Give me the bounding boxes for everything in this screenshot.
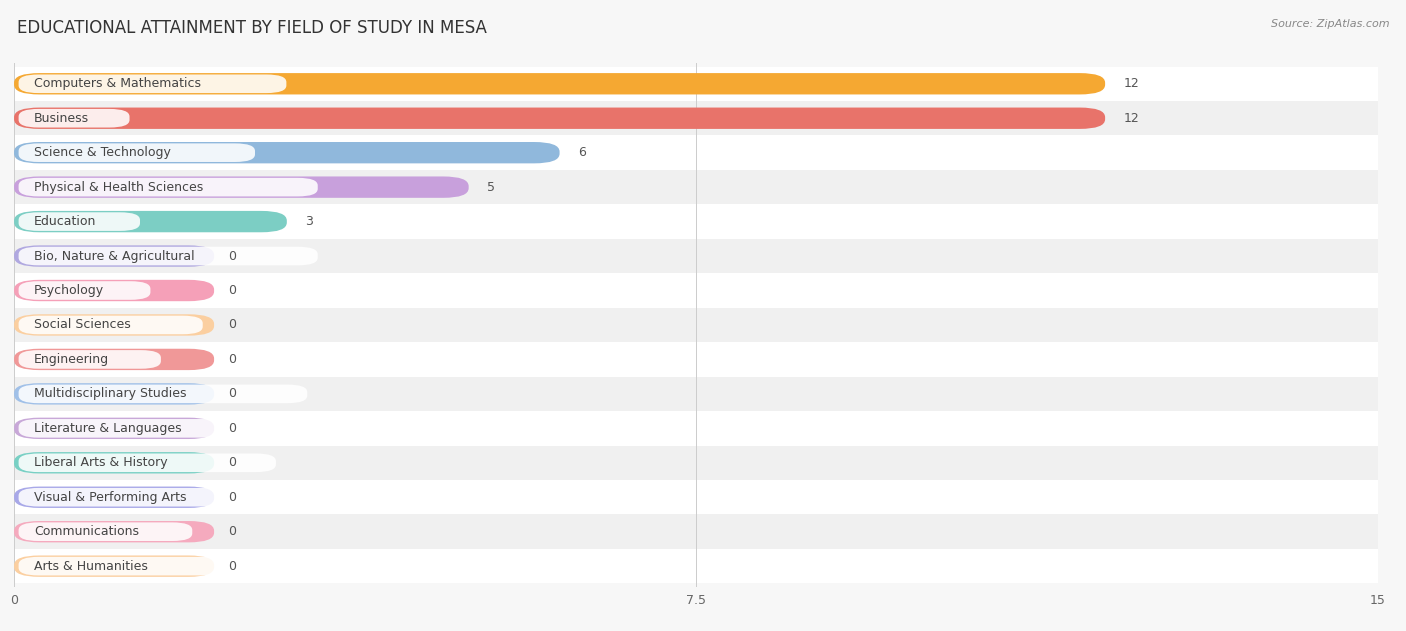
Text: Visual & Performing Arts: Visual & Performing Arts [34, 491, 187, 504]
Text: Computers & Mathematics: Computers & Mathematics [34, 77, 201, 90]
FancyBboxPatch shape [14, 555, 214, 577]
FancyBboxPatch shape [14, 452, 214, 473]
FancyBboxPatch shape [14, 418, 214, 439]
FancyBboxPatch shape [18, 247, 318, 266]
Text: 0: 0 [228, 353, 236, 366]
Text: 0: 0 [228, 387, 236, 401]
Text: 0: 0 [228, 319, 236, 331]
FancyBboxPatch shape [18, 281, 150, 300]
FancyBboxPatch shape [14, 521, 214, 543]
Text: 6: 6 [578, 146, 586, 159]
Text: 0: 0 [228, 284, 236, 297]
Text: EDUCATIONAL ATTAINMENT BY FIELD OF STUDY IN MESA: EDUCATIONAL ATTAINMENT BY FIELD OF STUDY… [17, 19, 486, 37]
Bar [14, 445, 1378, 480]
Bar [14, 273, 1378, 308]
Text: 0: 0 [228, 491, 236, 504]
Text: 12: 12 [1123, 112, 1139, 125]
Bar [14, 377, 1378, 411]
FancyBboxPatch shape [14, 487, 214, 508]
Bar [14, 480, 1378, 514]
Text: Engineering: Engineering [34, 353, 110, 366]
Bar [14, 239, 1378, 273]
Text: 5: 5 [486, 180, 495, 194]
Text: Psychology: Psychology [34, 284, 104, 297]
FancyBboxPatch shape [14, 383, 214, 404]
Bar [14, 66, 1378, 101]
Text: Physical & Health Sciences: Physical & Health Sciences [34, 180, 204, 194]
Text: 0: 0 [228, 560, 236, 573]
Bar [14, 411, 1378, 445]
FancyBboxPatch shape [18, 419, 276, 438]
FancyBboxPatch shape [14, 211, 287, 232]
FancyBboxPatch shape [18, 178, 318, 196]
FancyBboxPatch shape [18, 384, 308, 403]
FancyBboxPatch shape [14, 349, 214, 370]
Bar [14, 170, 1378, 204]
Text: 0: 0 [228, 249, 236, 262]
Bar [14, 136, 1378, 170]
FancyBboxPatch shape [18, 350, 160, 369]
FancyBboxPatch shape [18, 522, 193, 541]
Text: 0: 0 [228, 456, 236, 469]
Text: Social Sciences: Social Sciences [34, 319, 131, 331]
Text: Arts & Humanities: Arts & Humanities [34, 560, 148, 573]
FancyBboxPatch shape [18, 557, 224, 575]
FancyBboxPatch shape [18, 316, 202, 334]
Text: 0: 0 [228, 525, 236, 538]
FancyBboxPatch shape [18, 454, 276, 472]
FancyBboxPatch shape [14, 142, 560, 163]
FancyBboxPatch shape [14, 107, 1105, 129]
FancyBboxPatch shape [14, 245, 214, 267]
FancyBboxPatch shape [18, 488, 297, 507]
Bar [14, 204, 1378, 239]
Bar [14, 342, 1378, 377]
Text: Multidisciplinary Studies: Multidisciplinary Studies [34, 387, 187, 401]
Text: Liberal Arts & History: Liberal Arts & History [34, 456, 167, 469]
Text: 12: 12 [1123, 77, 1139, 90]
Text: Bio, Nature & Agricultural: Bio, Nature & Agricultural [34, 249, 194, 262]
Text: Communications: Communications [34, 525, 139, 538]
FancyBboxPatch shape [18, 143, 254, 162]
Text: Business: Business [34, 112, 89, 125]
Text: 3: 3 [305, 215, 314, 228]
Text: Source: ZipAtlas.com: Source: ZipAtlas.com [1271, 19, 1389, 29]
FancyBboxPatch shape [18, 109, 129, 127]
Bar [14, 101, 1378, 136]
Bar [14, 308, 1378, 342]
FancyBboxPatch shape [14, 280, 214, 301]
FancyBboxPatch shape [14, 314, 214, 336]
Bar [14, 549, 1378, 584]
FancyBboxPatch shape [14, 177, 468, 198]
FancyBboxPatch shape [18, 212, 141, 231]
Text: 0: 0 [228, 422, 236, 435]
FancyBboxPatch shape [14, 73, 1105, 95]
Text: Literature & Languages: Literature & Languages [34, 422, 181, 435]
Bar [14, 514, 1378, 549]
FancyBboxPatch shape [18, 74, 287, 93]
Text: Education: Education [34, 215, 97, 228]
Text: Science & Technology: Science & Technology [34, 146, 172, 159]
